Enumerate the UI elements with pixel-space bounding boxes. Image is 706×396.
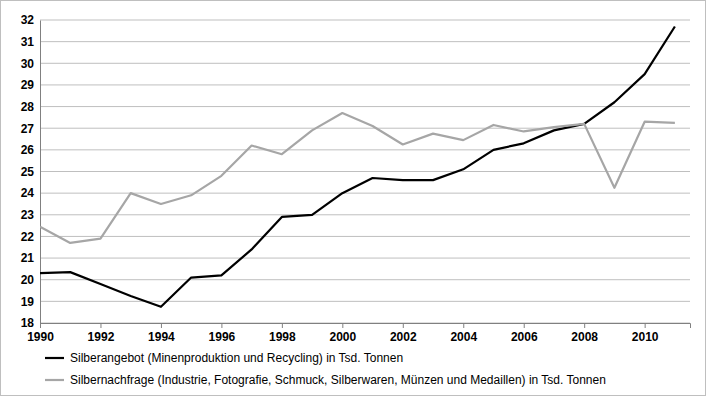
grid-line	[40, 84, 690, 85]
x-tick-label: 2010	[632, 330, 659, 344]
grid-line	[40, 214, 690, 215]
grid-line	[40, 236, 690, 237]
x-tick-label: 2002	[390, 330, 417, 344]
y-tick: 19	[21, 295, 40, 309]
y-tick-label: 32	[21, 13, 35, 27]
x-tick: 1992	[88, 323, 115, 344]
y-tick-label: 25	[21, 165, 35, 179]
x-tick-label: 2000	[329, 330, 356, 344]
grid-line	[40, 106, 690, 107]
y-tick: 30	[21, 57, 40, 71]
x-tick-mark	[100, 323, 101, 328]
y-tick: 18	[21, 316, 40, 330]
x-tick-mark	[524, 323, 525, 328]
y-tick-label: 29	[21, 78, 35, 92]
grid-line	[40, 63, 690, 64]
legend-label: Silbernachfrage (Industrie, Fotografie, …	[70, 373, 606, 387]
x-tick-mark	[463, 323, 464, 328]
x-tick-mark	[645, 323, 646, 328]
y-tick-label: 24	[21, 186, 35, 200]
x-tick: 2008	[571, 323, 598, 344]
y-axis-line	[40, 21, 41, 324]
y-tick-label: 30	[21, 57, 35, 71]
series-line	[40, 113, 675, 243]
x-axis: 1990 1992 1994 1996 1998 2000 2002 2004 2006 2008…	[27, 323, 690, 344]
y-tick: 31	[21, 35, 40, 49]
y-tick-label: 28	[21, 100, 35, 114]
grid-line	[40, 301, 690, 302]
x-tick: 1998	[269, 323, 296, 344]
x-tick-label: 2008	[571, 330, 598, 344]
grid-line	[40, 171, 690, 172]
legend-label: Silberangebot (Minenproduktion und Recyc…	[70, 351, 403, 365]
y-tick: 28	[21, 100, 40, 114]
x-tick: 2004	[450, 323, 477, 344]
x-tick: 2000	[329, 323, 356, 344]
x-tick-mark	[342, 323, 343, 328]
grid-line	[40, 258, 690, 259]
series-line	[40, 26, 675, 306]
x-tick-label: 2004	[450, 330, 477, 344]
x-tick-mark	[40, 323, 41, 328]
chart-frame	[1, 1, 706, 396]
y-tick-label: 27	[21, 122, 35, 136]
y-tick-label: 22	[21, 230, 35, 244]
x-tick-mark	[221, 323, 222, 328]
x-tick-label: 1990	[27, 330, 54, 344]
y-axis: 18 19 20 21 22 23 24 25 26 27 28 29 30 31 32	[21, 13, 41, 330]
chart: 1819202122232425262728293031321990199219…	[0, 0, 706, 396]
x-tick: 2002	[390, 323, 417, 344]
y-tick: 20	[21, 273, 40, 287]
legend: Silberangebot (Minenproduktion und Recyc…	[45, 351, 606, 387]
grid	[40, 20, 690, 323]
x-tick: 2010	[632, 323, 659, 344]
plot-lines	[40, 26, 675, 306]
y-tick: 23	[21, 208, 40, 222]
x-tick-mark	[584, 323, 585, 328]
y-tick: 25	[21, 165, 40, 179]
x-tick-label: 1996	[209, 330, 236, 344]
x-tick-label: 2006	[511, 330, 538, 344]
y-tick-label: 20	[21, 273, 35, 287]
y-tick: 22	[21, 230, 40, 244]
y-tick-label: 26	[21, 143, 35, 157]
x-tick: 1994	[148, 323, 175, 344]
y-tick: 27	[21, 122, 40, 136]
legend-swatch	[45, 357, 64, 359]
x-tick-mark	[161, 323, 162, 328]
x-tick: 2006	[511, 323, 538, 344]
x-tick-label: 1994	[148, 330, 175, 344]
x-tick-label: 1998	[269, 330, 296, 344]
y-tick-label: 19	[21, 295, 35, 309]
y-tick-label: 18	[21, 316, 35, 330]
x-tick-mark	[403, 323, 404, 328]
x-tick-label: 1992	[88, 330, 115, 344]
x-tick: 1996	[209, 323, 236, 344]
y-tick: 26	[21, 143, 40, 157]
y-tick: 24	[21, 186, 40, 200]
y-tick: 21	[21, 251, 40, 265]
x-tick-mark	[282, 323, 283, 328]
grid-line	[40, 41, 690, 42]
grid-line	[40, 193, 690, 194]
legend-swatch	[45, 379, 64, 381]
y-tick-label: 31	[21, 35, 35, 49]
grid-line	[40, 149, 690, 150]
x-axis-line	[41, 324, 691, 329]
grid-line	[40, 128, 690, 129]
y-tick: 29	[21, 78, 40, 92]
y-tick-label: 21	[21, 251, 35, 265]
x-tick: 1990	[27, 323, 54, 344]
grid-line	[40, 279, 690, 280]
y-tick-label: 23	[21, 208, 35, 222]
y-tick: 32	[21, 13, 40, 27]
grid-line	[40, 20, 690, 21]
